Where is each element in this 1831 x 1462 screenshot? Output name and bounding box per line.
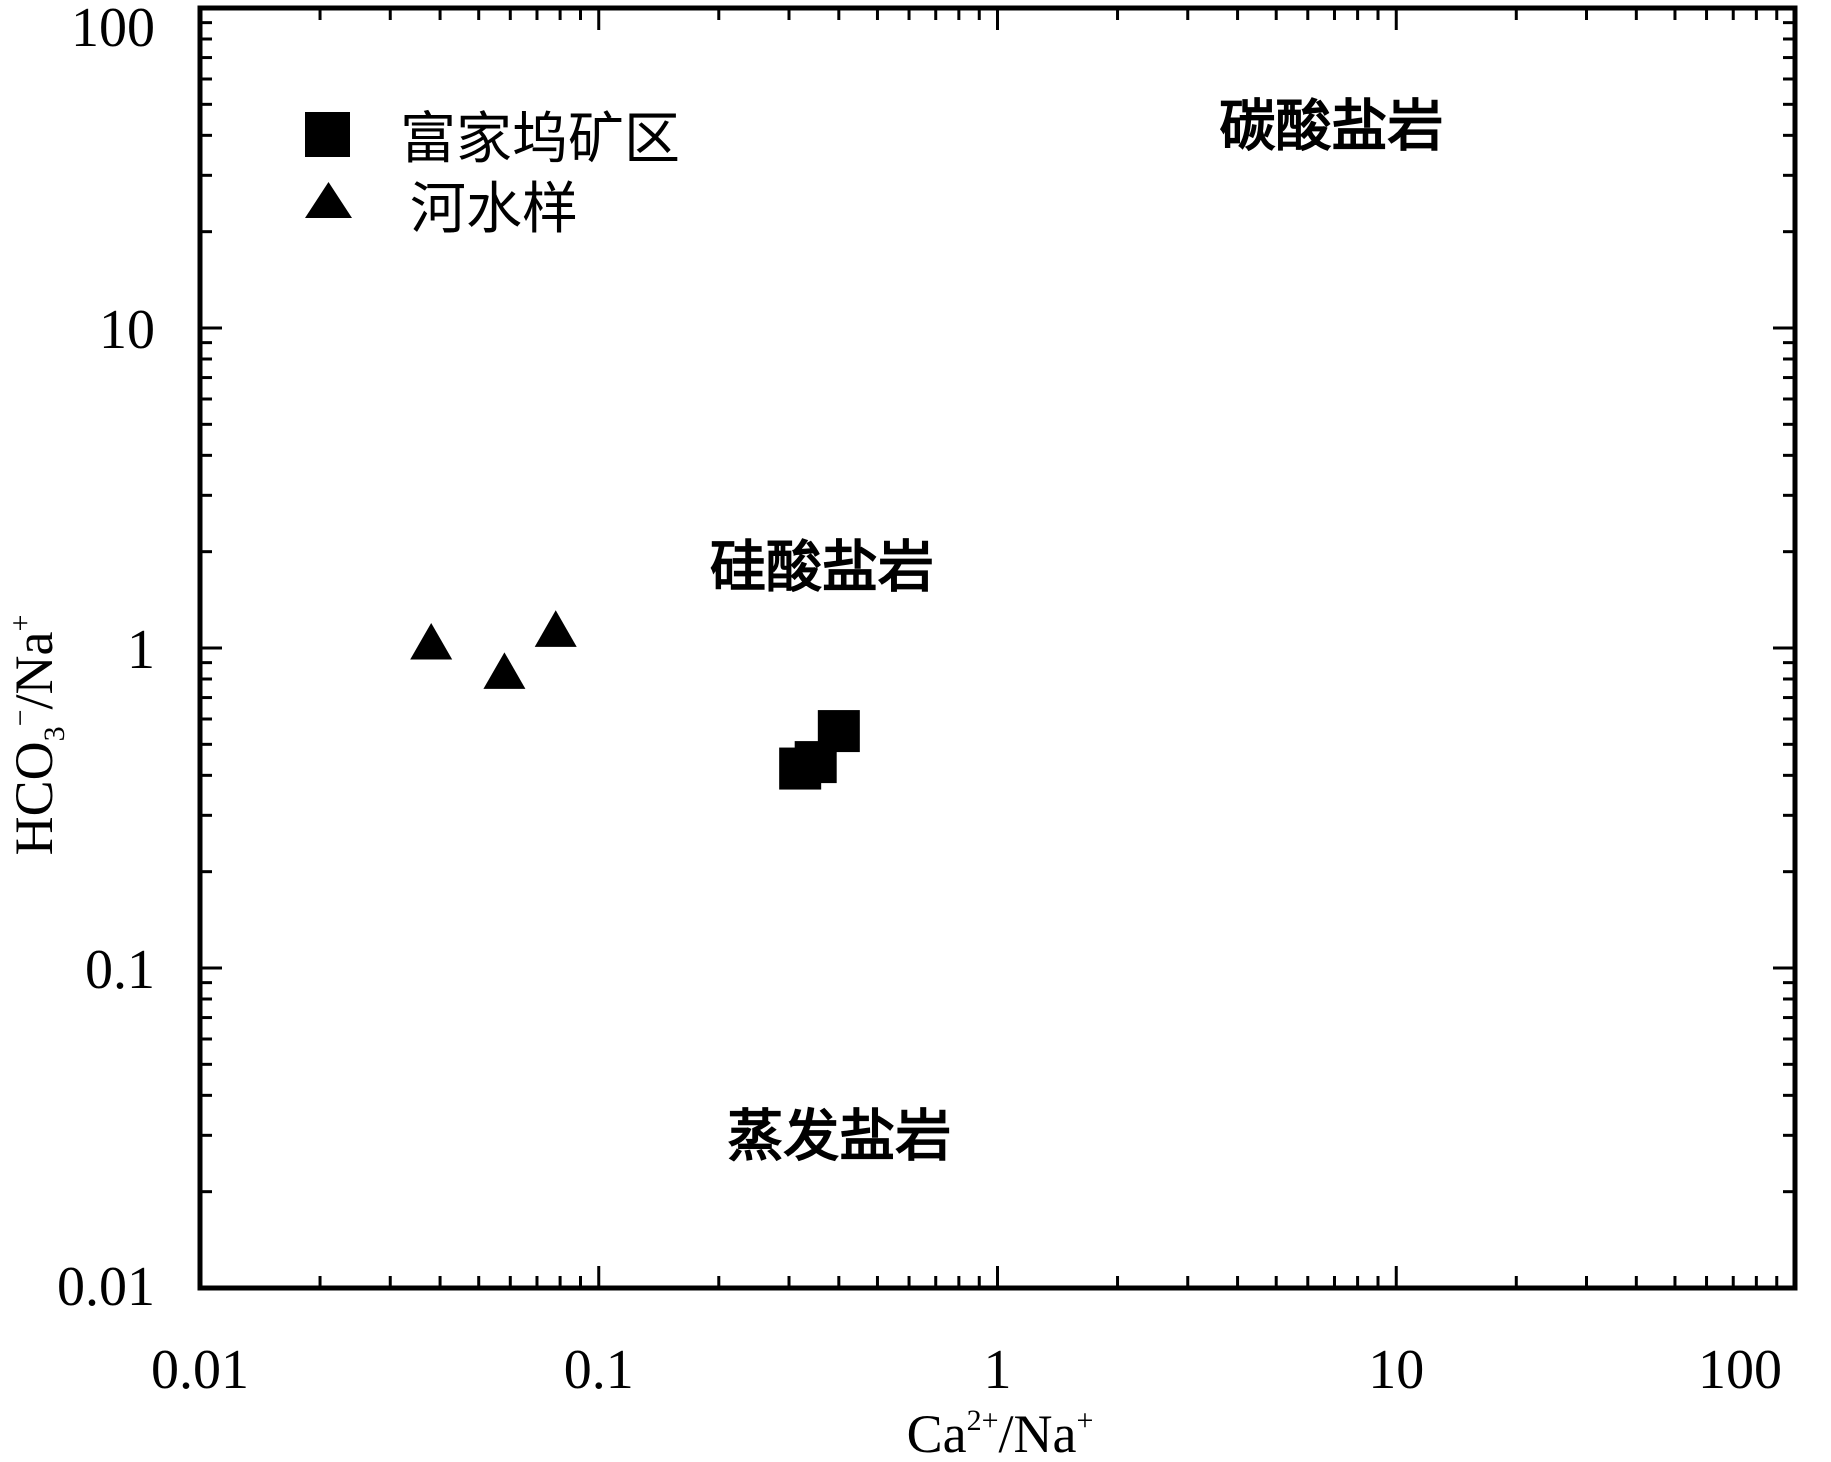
data-point-triangle bbox=[410, 622, 453, 660]
region-label: 蒸发盐岩 bbox=[727, 1104, 951, 1169]
legend: 富家坞矿区 河水样 bbox=[305, 107, 680, 242]
region-label: 硅酸盐岩 bbox=[710, 535, 934, 600]
data-point-square bbox=[817, 710, 860, 753]
x-tick-label: 0.01 bbox=[151, 1339, 249, 1401]
x-tick-label: 1 bbox=[984, 1339, 1012, 1401]
legend-label-series-2: 河水样 bbox=[410, 177, 578, 242]
y-tick-label: 10 bbox=[99, 299, 155, 361]
x-axis-label: Ca2+/Na+ bbox=[907, 1404, 1094, 1457]
y-axis-ticks bbox=[200, 21, 1795, 1290]
y-tick-label: 0.01 bbox=[57, 1256, 155, 1318]
data-point-triangle bbox=[534, 610, 577, 647]
data-markers bbox=[410, 610, 860, 790]
y-axis-label: HCO3−/Na+ bbox=[4, 615, 71, 856]
x-tick-label: 0.1 bbox=[564, 1339, 634, 1401]
x-axis-tick-labels: 0.01 0.1 1 10 100 bbox=[151, 1339, 1782, 1401]
data-point-triangle bbox=[483, 652, 526, 689]
region-label: 碳酸盐岩 bbox=[1219, 94, 1443, 159]
y-axis-tick-labels: 0.01 0.1 1 10 100 bbox=[57, 0, 155, 1318]
x-tick-label: 100 bbox=[1698, 1339, 1782, 1401]
y-tick-label: 0.1 bbox=[85, 939, 155, 1001]
legend-square-marker bbox=[305, 112, 350, 157]
y-tick-label: 1 bbox=[127, 619, 155, 681]
x-tick-label: 10 bbox=[1368, 1339, 1424, 1401]
legend-label-series-1: 富家坞矿区 bbox=[400, 107, 680, 172]
legend-triangle-marker bbox=[305, 182, 352, 218]
y-tick-label: 100 bbox=[71, 0, 155, 59]
x-axis-ticks bbox=[198, 8, 1779, 1288]
